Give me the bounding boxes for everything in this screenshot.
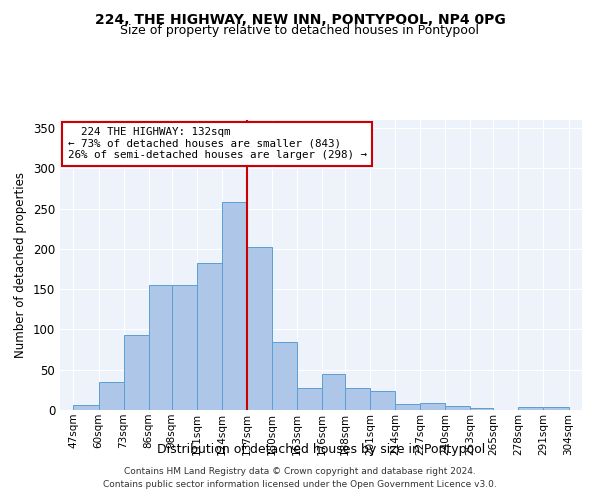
Bar [445,406,470,410]
Text: Contains HM Land Registry data © Crown copyright and database right 2024.: Contains HM Land Registry data © Crown c… [124,467,476,476]
Bar [197,264,222,410]
Text: Contains public sector information licensed under the Open Government Licence v3: Contains public sector information licen… [103,480,497,489]
Text: 224, THE HIGHWAY, NEW INN, PONTYPOOL, NP4 0PG: 224, THE HIGHWAY, NEW INN, PONTYPOOL, NP… [95,12,505,26]
Bar [322,374,345,410]
Text: 224 THE HIGHWAY: 132sqm
← 73% of detached houses are smaller (843)
26% of semi-d: 224 THE HIGHWAY: 132sqm ← 73% of detache… [68,127,367,160]
Bar [518,407,544,410]
Bar [370,390,395,410]
Y-axis label: Number of detached properties: Number of detached properties [14,172,28,358]
Bar [222,202,247,410]
Text: Size of property relative to detached houses in Pontypool: Size of property relative to detached ho… [121,24,479,37]
Bar [420,403,445,410]
Bar [297,388,322,410]
Bar [73,405,98,410]
Bar [98,382,124,410]
Bar [395,404,420,410]
Bar [247,248,272,410]
Bar [124,335,149,410]
Bar [470,408,493,410]
Bar [149,285,172,410]
Text: Distribution of detached houses by size in Pontypool: Distribution of detached houses by size … [157,442,485,456]
Bar [172,285,197,410]
Bar [544,407,569,410]
Bar [345,388,370,410]
Bar [272,342,297,410]
